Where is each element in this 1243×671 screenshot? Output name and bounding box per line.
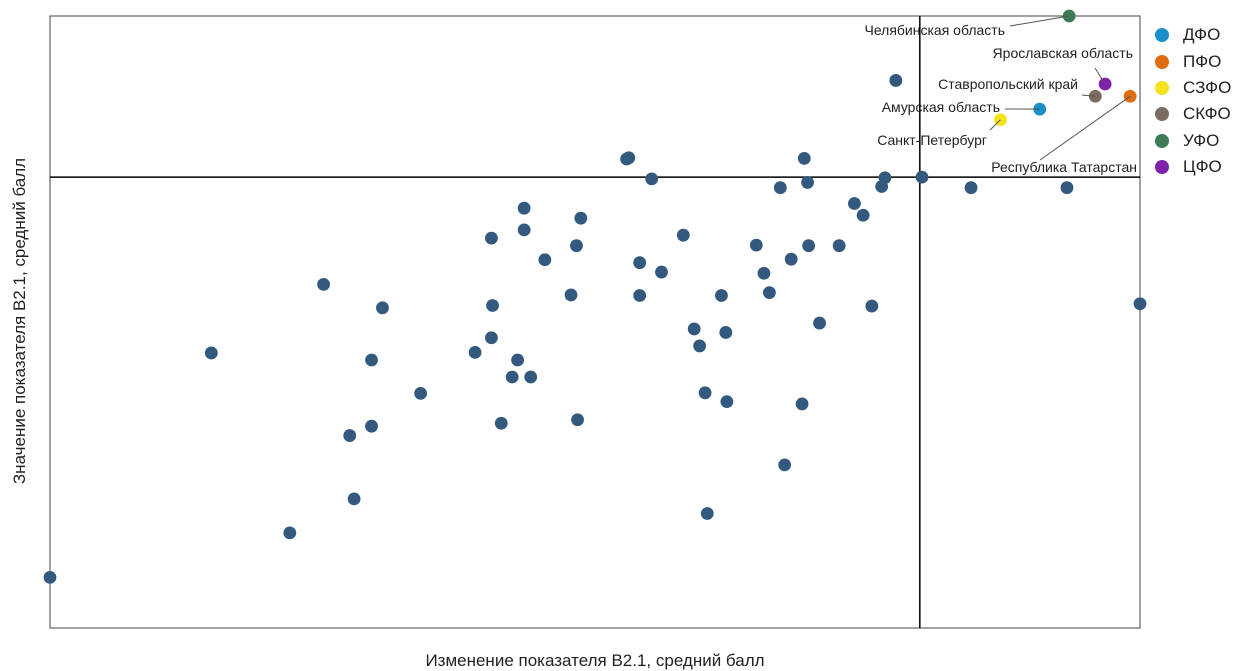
legend-item: СКФО xyxy=(1155,101,1231,127)
leader-line xyxy=(1094,67,1106,85)
data-point xyxy=(517,223,531,237)
legend-item: ПФО xyxy=(1155,48,1231,74)
legend-swatch-icon xyxy=(1155,80,1169,95)
data-point xyxy=(365,353,378,367)
data-point xyxy=(633,256,647,270)
data-point xyxy=(1133,297,1147,311)
data-point xyxy=(784,252,798,266)
legend-item: СЗФО xyxy=(1155,75,1231,101)
data-point xyxy=(571,413,584,427)
data-point xyxy=(832,239,846,253)
data-point xyxy=(720,395,734,408)
data-point xyxy=(485,231,498,245)
data-point xyxy=(700,507,714,520)
data-point xyxy=(343,429,357,442)
data-point xyxy=(511,353,525,367)
leader-line xyxy=(1039,95,1131,161)
legend: ДФО ПФО СЗФО СКФО УФО ЦФО xyxy=(1155,22,1231,180)
data-point xyxy=(773,181,787,195)
data-point xyxy=(538,253,552,267)
data-point xyxy=(564,288,578,302)
data-point xyxy=(317,277,330,291)
data-point xyxy=(486,299,499,312)
data-point xyxy=(865,299,879,313)
point-label: Челябинская область xyxy=(865,22,1006,38)
data-point xyxy=(347,492,361,506)
data-point xyxy=(468,345,482,359)
data-point xyxy=(676,228,690,242)
data-point xyxy=(574,211,588,225)
legend-swatch-icon xyxy=(1155,160,1169,175)
data-point xyxy=(757,266,771,280)
legend-swatch-icon xyxy=(1155,133,1169,148)
legend-item: УФО xyxy=(1155,128,1231,154)
data-point xyxy=(570,239,583,253)
legend-swatch-icon xyxy=(1155,54,1169,69)
point-label: Ставропольский край xyxy=(938,76,1078,92)
data-point xyxy=(633,289,647,302)
data-point xyxy=(915,170,929,184)
legend-swatch-icon xyxy=(1155,107,1169,122)
data-point xyxy=(719,326,733,339)
data-point xyxy=(485,331,498,345)
data-point xyxy=(715,289,728,302)
data-point xyxy=(645,172,659,186)
legend-label: ЦФО xyxy=(1183,157,1222,177)
data-point xyxy=(848,197,861,210)
leader-lines xyxy=(989,15,1131,161)
data-point xyxy=(505,370,519,384)
point-labels: Амурская область Республика ТатарстанСанк… xyxy=(865,22,1138,175)
data-point xyxy=(524,370,538,384)
leader-line xyxy=(1009,15,1070,27)
data-point xyxy=(414,386,427,400)
data-point xyxy=(43,570,57,584)
leader-line xyxy=(1081,94,1096,97)
leader-line xyxy=(989,119,1001,131)
data-point xyxy=(376,301,389,315)
data-point xyxy=(693,339,707,353)
data-point xyxy=(797,151,811,165)
data-point xyxy=(698,386,712,400)
legend-swatch-icon xyxy=(1155,28,1169,43)
data-point xyxy=(365,419,378,433)
point-label: Республика Татарстан xyxy=(991,159,1137,175)
data-point xyxy=(801,176,814,189)
data-point xyxy=(283,526,297,540)
legend-label: СЗФО xyxy=(1183,77,1232,97)
y-axis-label: Значение показателя В2.1, средний балл xyxy=(10,157,29,485)
plot-frame xyxy=(49,15,1141,629)
data-point xyxy=(795,397,809,411)
legend-label: СКФО xyxy=(1183,104,1231,124)
point-label: Ярославская область xyxy=(993,45,1133,61)
data-point xyxy=(622,151,636,165)
data-point xyxy=(889,74,903,87)
data-point xyxy=(517,201,531,215)
legend-item: ДФО xyxy=(1155,22,1231,48)
data-point xyxy=(687,322,701,336)
data-point xyxy=(856,208,870,222)
data-point xyxy=(494,416,508,430)
data-point xyxy=(878,171,892,185)
data-point xyxy=(802,239,816,253)
data-point xyxy=(763,286,776,299)
data-point xyxy=(813,316,826,330)
data-point xyxy=(1060,181,1074,195)
data-point xyxy=(655,265,668,279)
point-label: Санкт-Петербург xyxy=(877,132,987,148)
data-point xyxy=(778,458,792,472)
points-layer xyxy=(43,9,1147,584)
legend-label: ДФО xyxy=(1183,25,1221,45)
legend-item: ЦФО xyxy=(1155,154,1231,180)
x-axis-label: Изменение показателя В2.1, средний балл xyxy=(425,651,765,670)
point-label: Амурская область xyxy=(882,99,1000,115)
legend-label: УФО xyxy=(1183,130,1220,150)
data-point xyxy=(749,238,763,252)
data-point xyxy=(964,181,978,195)
data-point xyxy=(204,346,218,360)
legend-label: ПФО xyxy=(1183,51,1222,71)
